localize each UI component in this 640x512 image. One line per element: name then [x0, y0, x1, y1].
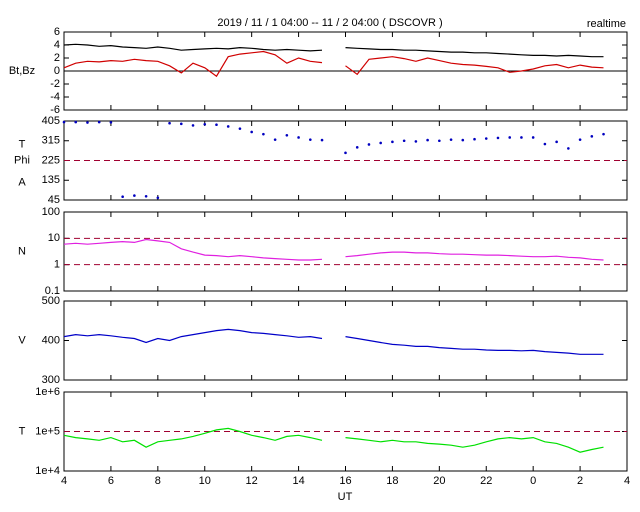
- y-tick-label: 300: [42, 374, 60, 386]
- data-point: [473, 137, 476, 141]
- y-tick-label: 1e+5: [35, 425, 60, 437]
- y-tick-label: 45: [48, 194, 60, 206]
- y-tick-label: 500: [42, 295, 60, 307]
- data-point: [97, 120, 101, 124]
- data-point: [86, 121, 89, 124]
- y-axis-label: T: [19, 139, 26, 151]
- series-line: [63, 427, 604, 453]
- y-tick-label: 1e+6: [35, 386, 60, 398]
- data-point: [578, 138, 582, 141]
- y-tick-label: 225: [42, 154, 60, 166]
- data-point: [262, 132, 265, 136]
- data-point: [156, 196, 160, 200]
- y-tick-label: 100: [42, 206, 60, 218]
- y-tick-label: 4: [54, 39, 60, 51]
- data-point: [238, 127, 242, 130]
- y-axis-label: A: [18, 177, 26, 189]
- y-tick-label: 400: [42, 334, 60, 346]
- data-point: [602, 132, 605, 136]
- x-tick-label: 10: [199, 475, 211, 487]
- x-tick-label: 6: [108, 475, 114, 487]
- data-point: [226, 125, 230, 128]
- series-line: [63, 43, 604, 58]
- data-point: [484, 137, 488, 140]
- data-point: [496, 136, 500, 140]
- x-axis-label: UT: [338, 491, 353, 503]
- x-tick-label: 22: [480, 475, 492, 487]
- data-point: [320, 138, 324, 142]
- data-point: [109, 121, 113, 124]
- y-axis-label: V: [18, 334, 26, 346]
- data-point: [508, 136, 512, 139]
- data-point: [379, 141, 382, 145]
- data-point: [449, 138, 453, 141]
- x-tick-label: 8: [155, 475, 161, 487]
- data-point: [344, 151, 347, 155]
- series-line: [63, 238, 604, 261]
- data-point: [297, 136, 300, 139]
- data-point: [285, 133, 289, 137]
- x-tick-label: 16: [339, 475, 351, 487]
- data-point: [355, 146, 359, 149]
- data-point: [414, 140, 418, 143]
- x-tick-label: 2: [577, 475, 583, 487]
- data-point: [133, 194, 136, 197]
- data-point: [62, 120, 66, 124]
- series-line: [63, 50, 604, 78]
- data-point: [543, 142, 547, 146]
- data-point: [168, 121, 171, 125]
- data-point: [121, 195, 124, 199]
- data-point: [144, 194, 148, 198]
- data-point: [531, 136, 535, 139]
- x-tick-label: 18: [386, 475, 398, 487]
- y-tick-label: 0: [54, 65, 60, 77]
- data-point: [520, 136, 523, 139]
- x-tick-label: 14: [292, 475, 304, 487]
- panel-frame: [63, 211, 628, 292]
- data-point: [203, 122, 207, 126]
- data-point: [590, 135, 594, 138]
- y-tick-label: 135: [42, 174, 60, 186]
- data-point: [179, 122, 183, 126]
- data-point: [273, 138, 277, 141]
- data-point: [74, 120, 78, 124]
- chart-title: 2019 / 11 / 1 04:00 -- 11 / 2 04:00 ( DS…: [217, 17, 442, 29]
- y-axis-label: Phi: [14, 154, 30, 166]
- y-tick-label: 405: [42, 115, 60, 127]
- panel-frame: [63, 300, 628, 381]
- x-tick-label: 12: [246, 475, 258, 487]
- series-line: [63, 328, 604, 355]
- data-point: [215, 123, 218, 127]
- y-tick-label: -6: [50, 104, 60, 116]
- y-tick-label: 1e+4: [35, 465, 60, 477]
- y-tick-label: 1: [54, 259, 60, 271]
- y-axis-label: T: [19, 425, 26, 437]
- data-point: [391, 140, 394, 144]
- y-axis-label: Bt,Bz: [9, 65, 35, 77]
- y-axis-label: N: [18, 245, 26, 257]
- note: realtime: [587, 18, 626, 30]
- y-tick-label: 0.1: [45, 285, 60, 297]
- data-point: [438, 139, 441, 143]
- data-point: [191, 124, 195, 127]
- x-tick-label: 20: [433, 475, 445, 487]
- y-tick-label: -4: [50, 91, 60, 103]
- data-point: [461, 138, 465, 142]
- x-tick-label: 4: [624, 475, 630, 487]
- data-point: [426, 138, 429, 142]
- y-tick-label: 2: [54, 52, 60, 64]
- y-tick-label: 315: [42, 135, 60, 147]
- x-tick-label: 0: [530, 475, 536, 487]
- data-point: [555, 140, 558, 144]
- data-point: [309, 138, 312, 141]
- data-point: [567, 147, 570, 150]
- x-tick-label: 4: [61, 475, 67, 487]
- y-tick-label: 6: [54, 26, 60, 38]
- data-point: [250, 130, 253, 134]
- y-tick-label: 10: [48, 232, 60, 244]
- y-tick-label: -2: [50, 78, 60, 90]
- data-point: [402, 139, 406, 143]
- data-point: [367, 143, 371, 146]
